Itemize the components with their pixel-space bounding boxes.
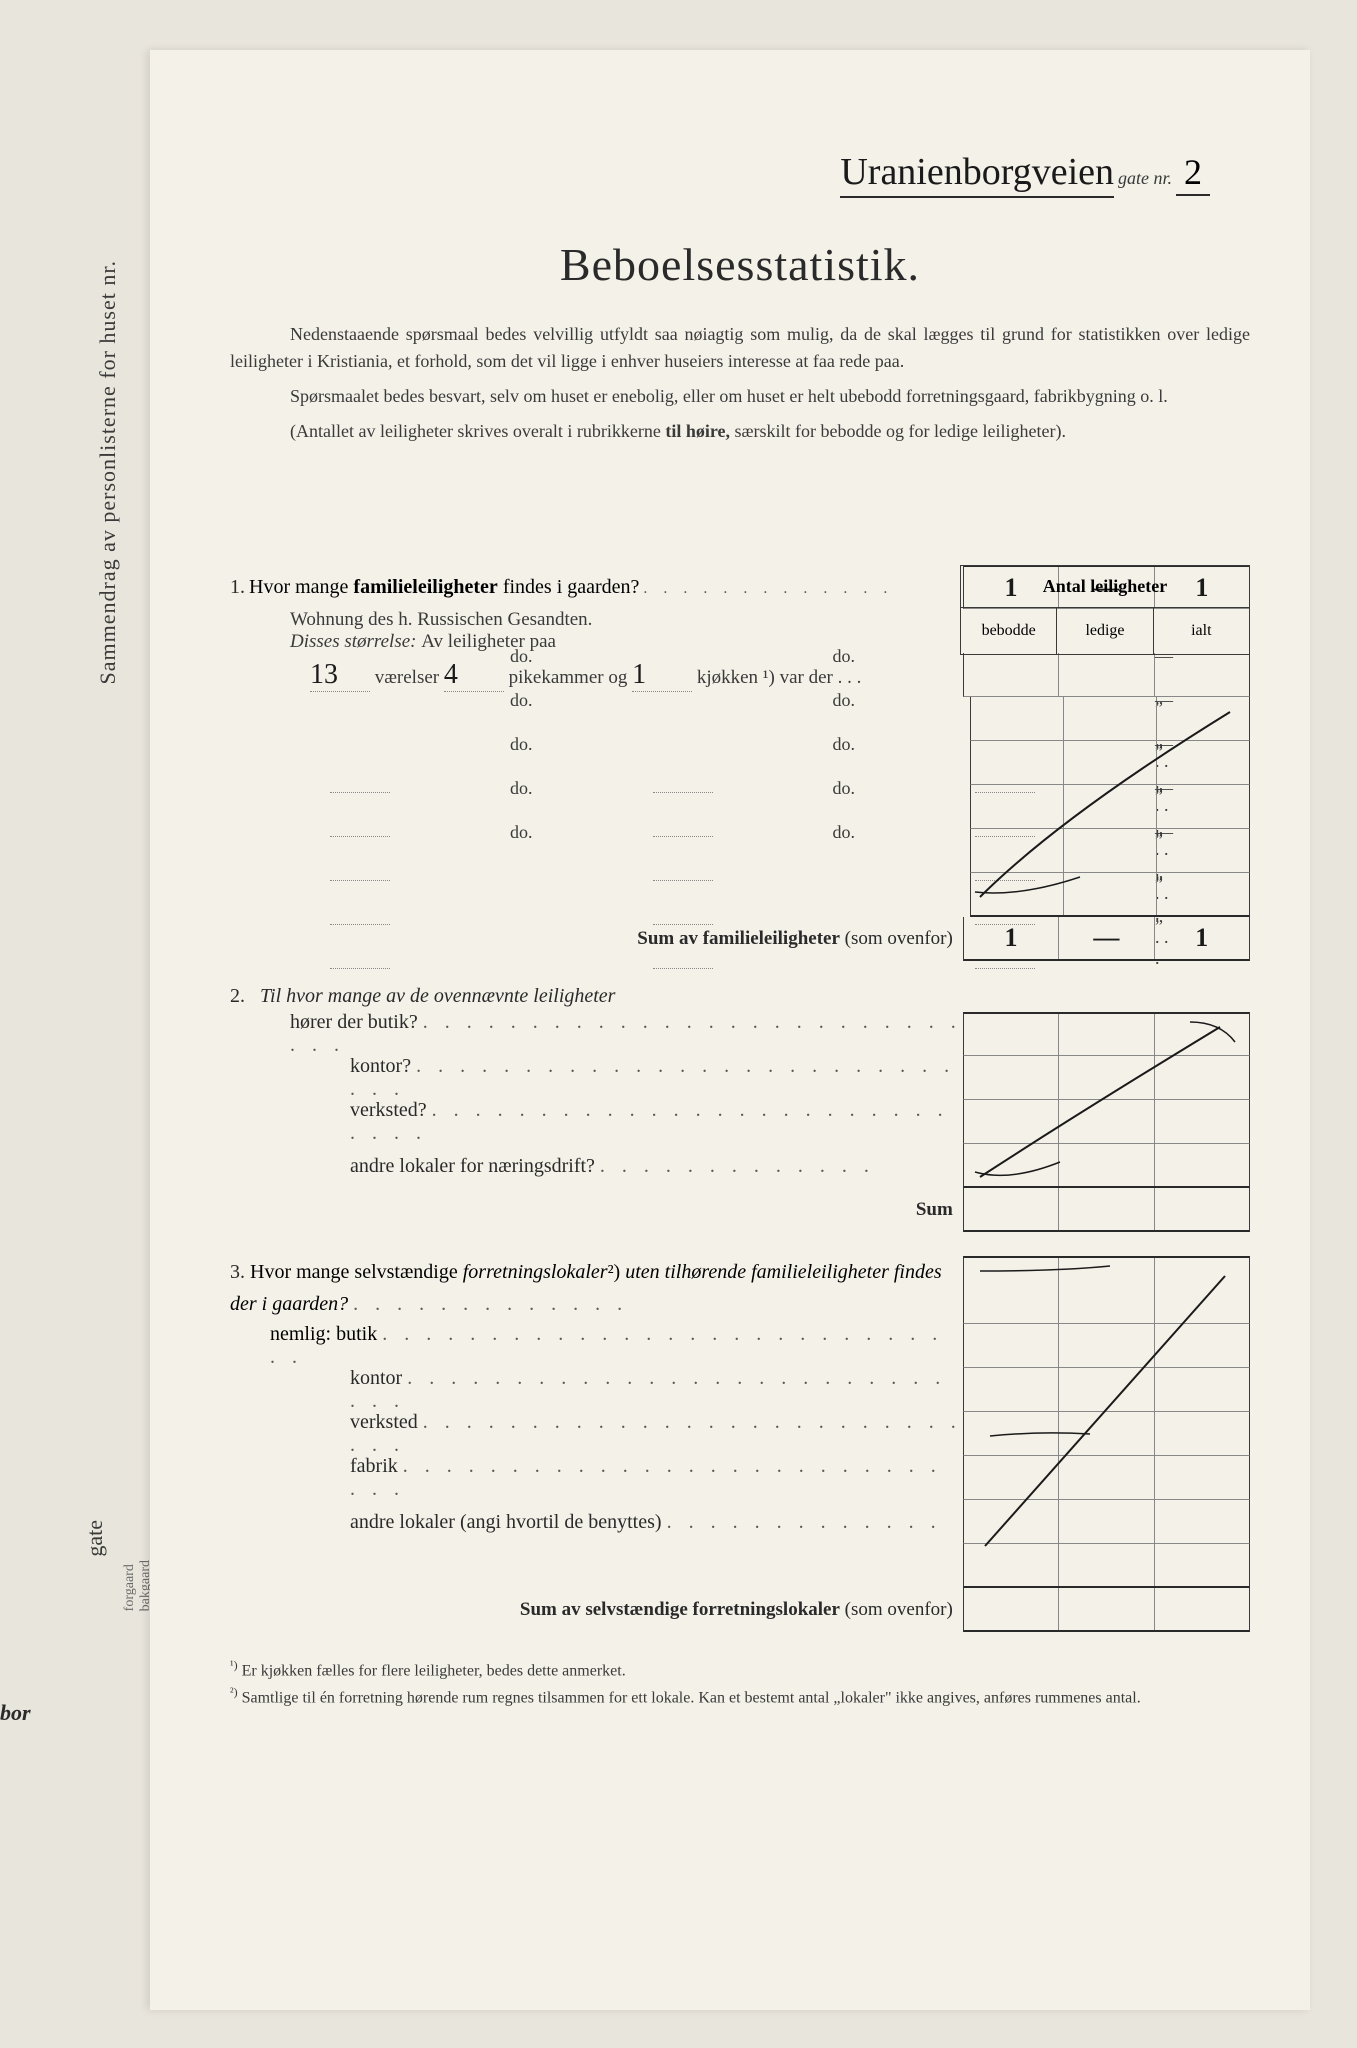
gate-nr-label: gate nr.: [1118, 168, 1172, 188]
q3-kontor: kontor: [350, 1367, 402, 1389]
header-area: Uranienborgveien gate nr. 2: [230, 150, 1250, 198]
q3-text-b: forretningslokaler: [463, 1261, 608, 1283]
do-row-5: do. do. — „ „ . . .: [230, 873, 1250, 917]
q1-dots: . . . . . . . . . . . . .: [643, 580, 893, 597]
table-container: Antal leiligheter bebodde ledige ialt 1.…: [230, 565, 1250, 1711]
q3-verksted-row: verksted . . . . . . . . . . . . . . . .…: [230, 1412, 1250, 1456]
q3-row: 3. Hvor mange selvstændige forretningslo…: [230, 1256, 1250, 1324]
page-title: Beboelsesstatistik.: [230, 238, 1250, 291]
dots: . . . . . . . . . . . . . . . . . . . . …: [350, 1411, 962, 1456]
q2-sum-row: Sum: [230, 1188, 1250, 1232]
dots: . . . . . . . . . . . . . . . . . . . . …: [350, 1055, 955, 1100]
intro-paragraph-1: Nedenstaaende spørsmaal bedes velvillig …: [230, 321, 1250, 375]
questions-area: 1. Hvor mange familieleiligheter findes …: [230, 565, 1250, 1711]
q2-kontor-label: kontor?: [350, 1055, 411, 1077]
q1-text-a: Hvor mange: [249, 576, 353, 598]
q1-text-b: familieleiligheter: [353, 576, 497, 598]
q2-header: 2. Til hvor mange av de ovennævnte leili…: [230, 985, 1250, 1008]
dots: . . . . . . . . . . . . . . . . . . . . …: [350, 1455, 942, 1500]
footnotes: ¹) Er kjøkken fælles for flere leilighet…: [230, 1656, 1250, 1711]
intro3b: til høire,: [665, 421, 730, 441]
nemlig-label: nemlig:: [270, 1323, 331, 1345]
street-name-handwritten: Uranienborgveien: [840, 150, 1114, 198]
q3-text-c: ²): [608, 1261, 626, 1283]
do-label: do.: [833, 822, 856, 969]
q2-verksted-label: verksted?: [350, 1099, 427, 1121]
do-rows-block: do. do. — „ „ . . . do. do. — „ „ . . .: [230, 697, 1250, 917]
q3-blank-row: [230, 1544, 1250, 1588]
q1-sum-ledige: —: [1059, 917, 1154, 959]
fn1-text: Er kjøkken fælles for flere leiligheter,…: [242, 1662, 626, 1679]
q3-fabrik-row: fabrik . . . . . . . . . . . . . . . . .…: [230, 1456, 1250, 1500]
q2-kontor-row: kontor? . . . . . . . . . . . . . . . . …: [230, 1056, 1250, 1100]
document-page: Uranienborgveien gate nr. 2 Beboelsessta…: [150, 50, 1310, 2010]
intro3a: (Antallet av leiligheter skrives overalt…: [290, 421, 665, 441]
q3-andre-row: andre lokaler (angi hvortil de benyttes)…: [230, 1500, 1250, 1544]
dots: . . . . . . . . . . . . . . . . . . . . …: [350, 1367, 946, 1412]
q3-butik: butik: [336, 1323, 377, 1345]
q2-andre-row: andre lokaler for næringsdrift? . . . . …: [230, 1144, 1250, 1188]
q3-sum-row: Sum av selvstændige forretningslokaler (…: [230, 1588, 1250, 1632]
q2-butik-label: hører der butik?: [290, 1011, 418, 1033]
q3-number: 3.: [230, 1261, 245, 1283]
q3-butik-row: nemlig: butik . . . . . . . . . . . . . …: [230, 1324, 1250, 1368]
q3-fabrik: fabrik: [350, 1455, 398, 1477]
q2-sum-label: Sum: [230, 1199, 963, 1221]
fn2-num: ²): [230, 1685, 238, 1699]
dots: . . . . . . . . . . . . . . . . . . . . …: [350, 1099, 949, 1144]
q3-sum-suffix: (som ovenfor): [840, 1599, 953, 1620]
intro3c: særskilt for bebodde og for ledige leili…: [730, 421, 1066, 441]
fn1-num: ¹): [230, 1658, 238, 1672]
q3-sum-label: Sum av selvstændige forretningslokaler: [520, 1599, 840, 1620]
q3-kontor-row: kontor . . . . . . . . . . . . . . . . .…: [230, 1368, 1250, 1412]
table-header-block: Antal leiligheter bebodde ledige ialt: [960, 565, 1250, 655]
q2-andre-label: andre lokaler for næringsdrift?: [350, 1155, 595, 1177]
q2-verksted-row: verksted? . . . . . . . . . . . . . . . …: [230, 1100, 1250, 1144]
do-label: do.: [510, 822, 533, 969]
street-number: 2: [1176, 152, 1210, 196]
q3-block: 3. Hvor mange selvstændige forretningslo…: [230, 1256, 1250, 1588]
q3-text-a: Hvor mange selvstændige: [250, 1261, 463, 1283]
q3-andre: andre lokaler (angi hvortil de benyttes): [350, 1511, 662, 1533]
table-header-title: Antal leiligheter: [961, 566, 1249, 608]
q1-text-c: findes i gaarden?: [498, 576, 640, 598]
dots: . . . . . . . . . . . . .: [353, 1293, 628, 1315]
dots: . . . . . . . . . . . . .: [667, 1511, 942, 1533]
q2-butik-row: hører der butik? . . . . . . . . . . . .…: [230, 1012, 1250, 1056]
q2-text: Til hvor mange av de ovennævnte leilighe…: [260, 985, 1250, 1008]
col-ledige: ledige: [1057, 608, 1153, 654]
q3-verksted: verksted: [350, 1411, 418, 1433]
fn2-text: Samtlige til én forretning hørende rum r…: [242, 1690, 1141, 1707]
spine-bor: bor: [0, 1700, 31, 1726]
forgaard-text: forgaard: [122, 1564, 137, 1611]
q2-block: hører der butik? . . . . . . . . . . . .…: [230, 1012, 1250, 1188]
q2-number: 2.: [230, 985, 260, 1008]
spine-gate-label: gate: [82, 1520, 108, 1557]
intro-paragraph-3: (Antallet av leiligheter skrives overalt…: [230, 418, 1250, 445]
dots: . . . . . . . . . . . . .: [600, 1155, 875, 1177]
spine-main-text: Sammendrag av personlisterne for huset n…: [95, 260, 121, 684]
intro-paragraph-2: Spørsmaalet bedes besvart, selv om huset…: [230, 383, 1250, 410]
empty-cell: [1059, 653, 1154, 696]
q1-number: 1.: [230, 576, 245, 598]
